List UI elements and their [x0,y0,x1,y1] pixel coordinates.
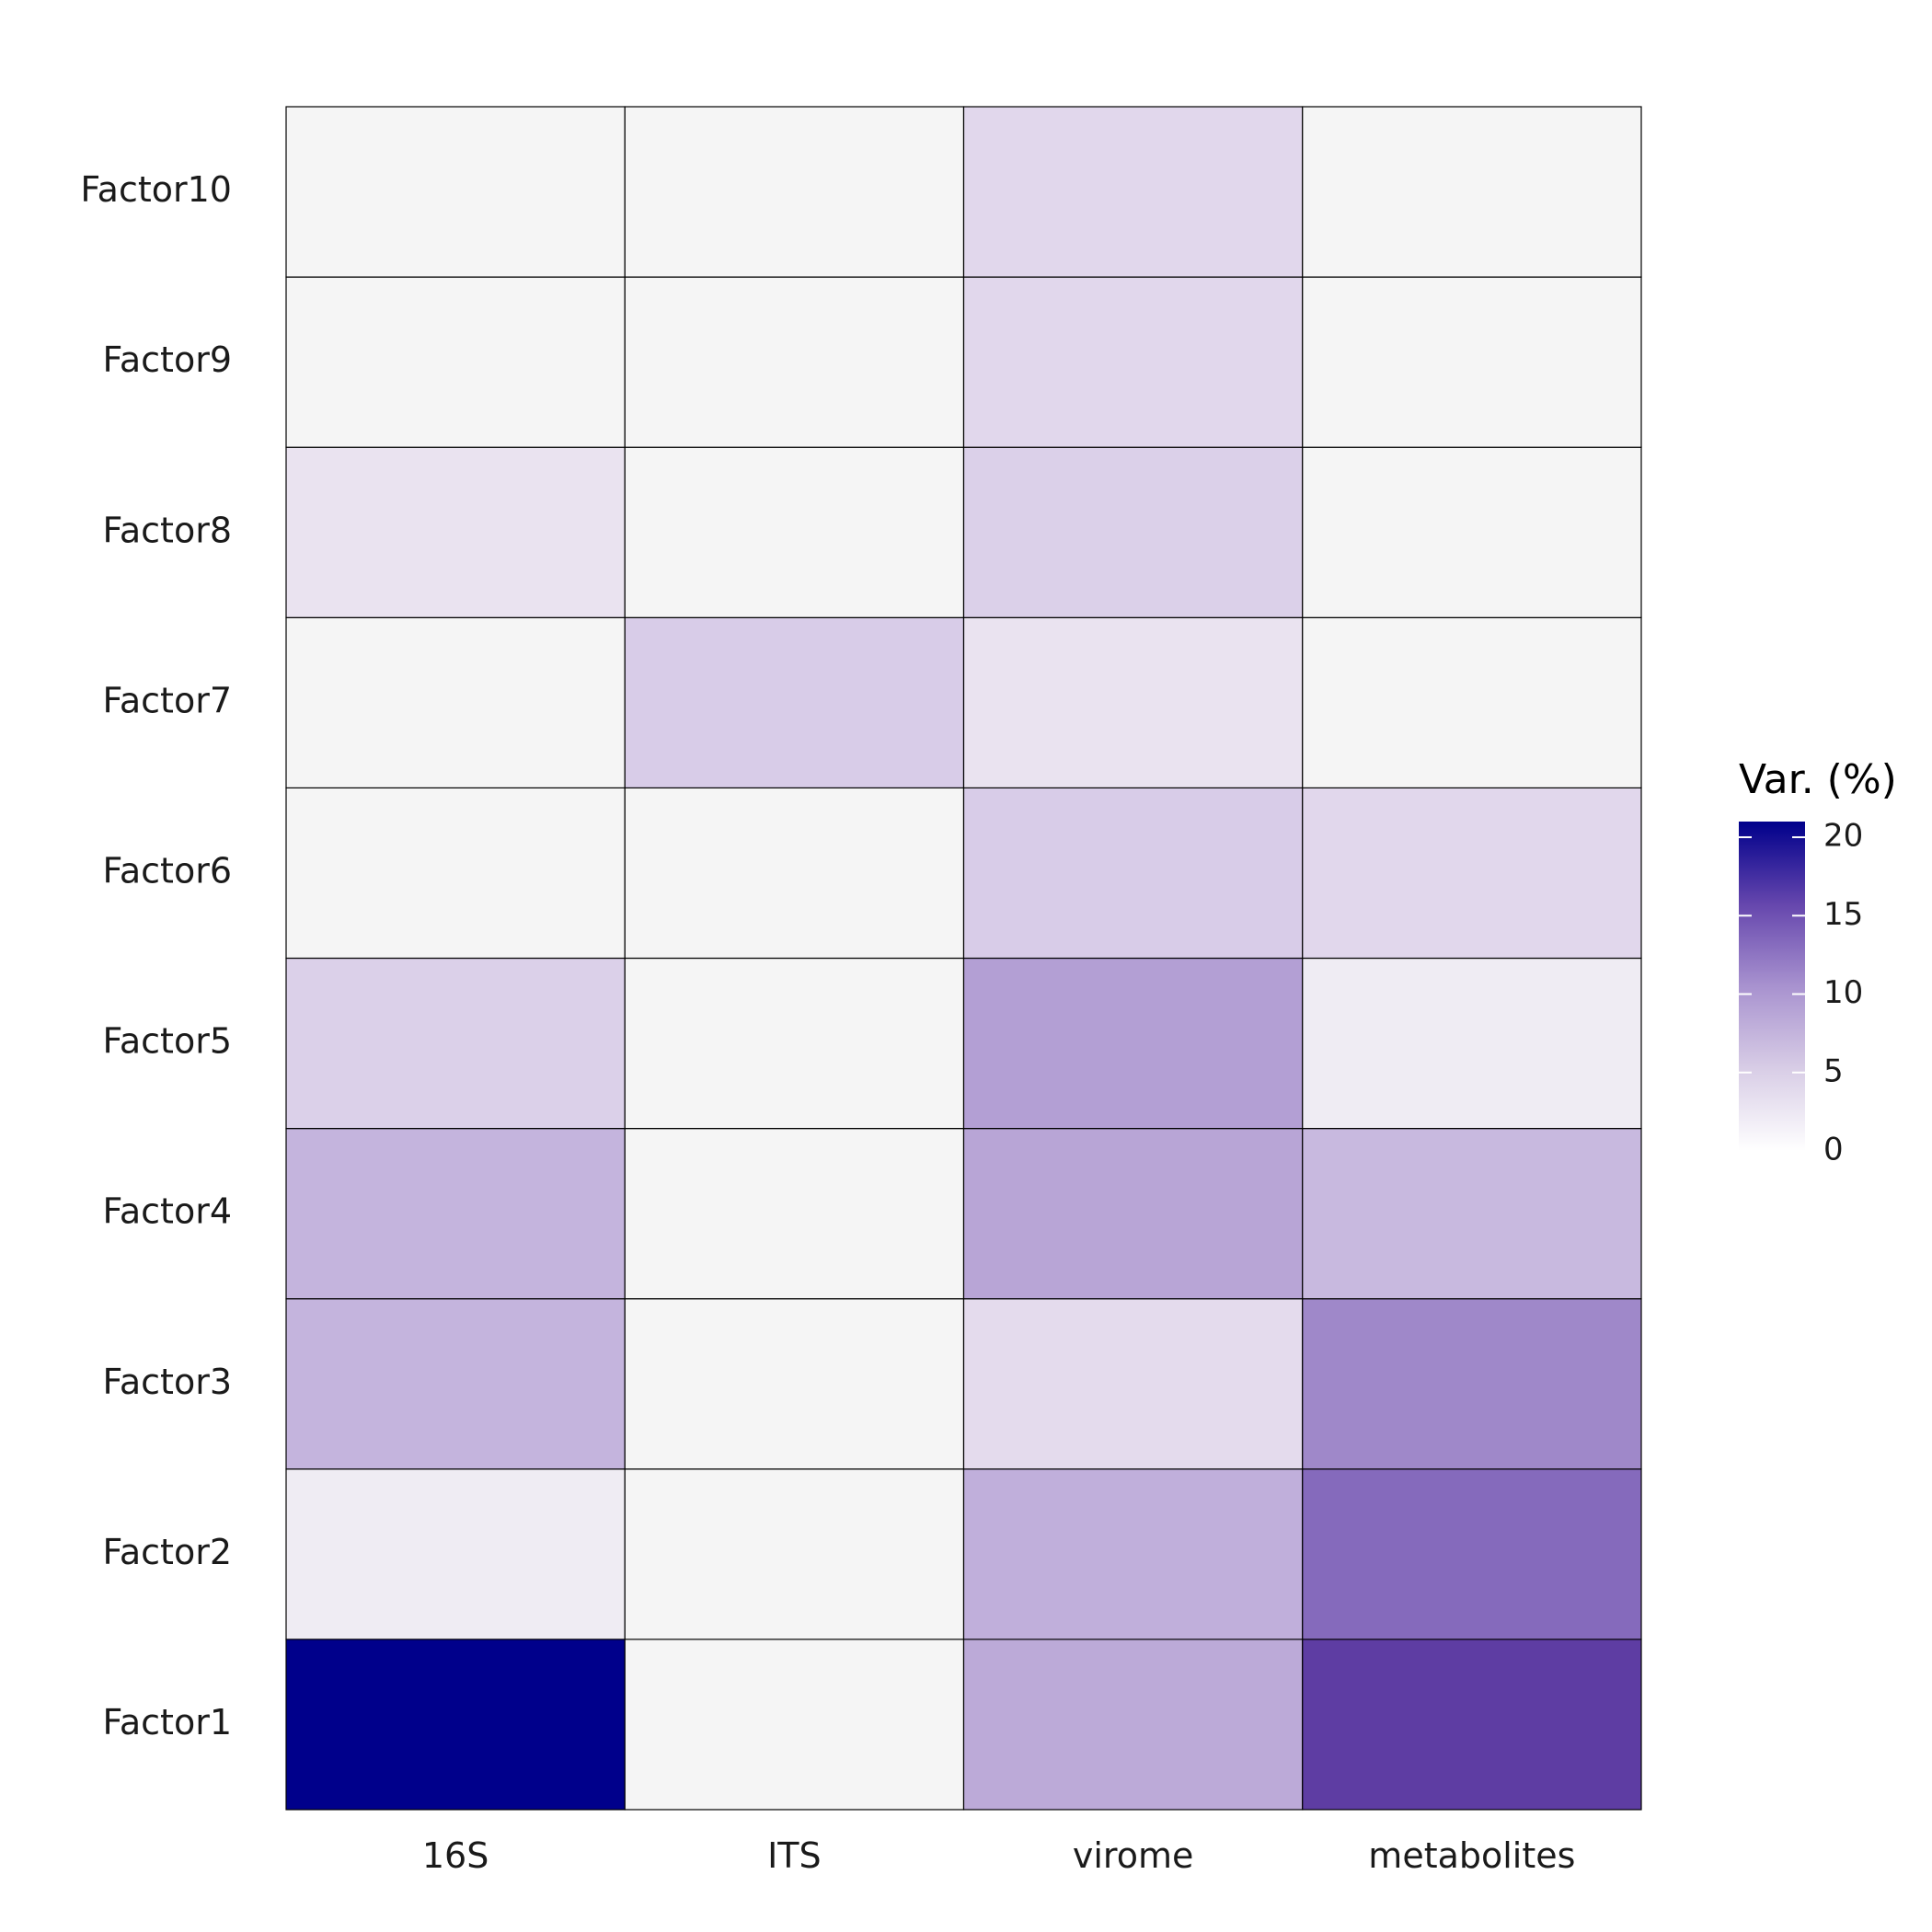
heatmap-cell-factor7-metabolites [1302,616,1642,788]
heatmap-cell-factor9-metabolites [1302,276,1642,448]
heatmap-cell-factor1-its [624,1639,965,1811]
y-tick-label-factor10: Factor10 [80,169,232,210]
heatmap-cell-factor8-its [624,446,965,618]
y-tick-label-factor2: Factor2 [103,1532,233,1572]
heatmap-cell-factor6-metabolites [1302,787,1642,960]
x-tick-label-its: ITS [767,1835,822,1876]
heatmap-cell-factor6-its [624,787,965,960]
heatmap-cell-factor7-its [624,616,965,788]
x-tick-label-metabolites: metabolites [1368,1835,1575,1876]
colorbar-tick-label: 0 [1823,1132,1844,1168]
heatmap-cell-factor10-metabolites [1302,106,1642,278]
colorbar-tick-label: 20 [1823,818,1863,855]
y-tick-label-factor9: Factor9 [103,339,233,380]
colorbar-tick-label: 5 [1823,1052,1844,1089]
heatmap-cell-factor1-16s [285,1639,626,1811]
heatmap-cell-factor10-16s [285,106,626,278]
heatmap-cell-factor4-its [624,1127,965,1300]
heatmap-cell-factor4-virome [962,1127,1304,1300]
x-tick-label-virome: virome [1073,1835,1193,1876]
heatmap-cell-factor8-virome [962,446,1304,618]
heatmap-cell-factor8-16s [285,446,626,618]
y-tick-label-factor4: Factor4 [103,1191,233,1232]
x-tick-label-16s: 16S [422,1835,489,1876]
colorbar-legend: Var. (%) 0 5 10 15 20 [1739,756,1897,1168]
heatmap-cell-factor3-its [624,1298,965,1470]
colorbar [1739,822,1805,1151]
heatmap-cell-factor1-virome [962,1639,1304,1811]
y-axis-labels: Factor1 Factor2 Factor3 Factor4 Factor5 Facto… [80,169,232,1742]
heatmap-cell-factor10-virome [962,106,1304,278]
heatmap-cell-factor3-metabolites [1302,1298,1642,1470]
y-tick-label-factor7: Factor7 [103,680,233,720]
heatmap-cell-factor9-16s [285,276,626,448]
heatmap-cell-factor2-16s [285,1468,626,1640]
heatmap-cell-factor5-16s [285,957,626,1130]
heatmap-cell-factor3-16s [285,1298,626,1470]
heatmap-cell-factor8-metabolites [1302,446,1642,618]
heatmap-cell-factor5-virome [962,957,1304,1130]
heatmap-cell-factor1-metabolites [1302,1639,1642,1811]
heatmap-cell-factor2-its [624,1468,965,1640]
heatmap-cell-factor5-its [624,957,965,1130]
heatmap-cell-factor9-virome [962,276,1304,448]
heatmap-cell-factor3-virome [962,1298,1304,1470]
heatmap-cells [285,106,1642,1811]
heatmap-cell-factor4-16s [285,1127,626,1300]
y-tick-label-factor1: Factor1 [103,1702,233,1742]
x-axis-labels: 16S ITS virome metabolites [422,1835,1576,1876]
colorbar-tick-label: 15 [1823,896,1863,933]
heatmap-cell-factor2-metabolites [1302,1468,1642,1640]
heatmap-cell-factor5-metabolites [1302,957,1642,1130]
y-tick-label-factor3: Factor3 [103,1362,233,1402]
y-tick-label-factor6: Factor6 [103,850,233,891]
heatmap-cell-factor2-virome [962,1468,1304,1640]
heatmap-cell-factor6-16s [285,787,626,960]
y-tick-label-factor5: Factor5 [103,1021,233,1062]
heatmap-cell-factor9-its [624,276,965,448]
colorbar-ticks: 0 5 10 15 20 [1739,818,1863,1168]
heatmap-cell-factor6-virome [962,787,1304,960]
heatmap-cell-factor4-metabolites [1302,1127,1642,1300]
colorbar-tick-label: 10 [1823,974,1863,1011]
heatmap-cell-factor7-virome [962,616,1304,788]
heatmap-cell-factor7-16s [285,616,626,788]
colorbar-title: Var. (%) [1739,756,1897,803]
heatmap-cell-factor10-its [624,106,965,278]
y-tick-label-factor8: Factor8 [103,510,233,550]
